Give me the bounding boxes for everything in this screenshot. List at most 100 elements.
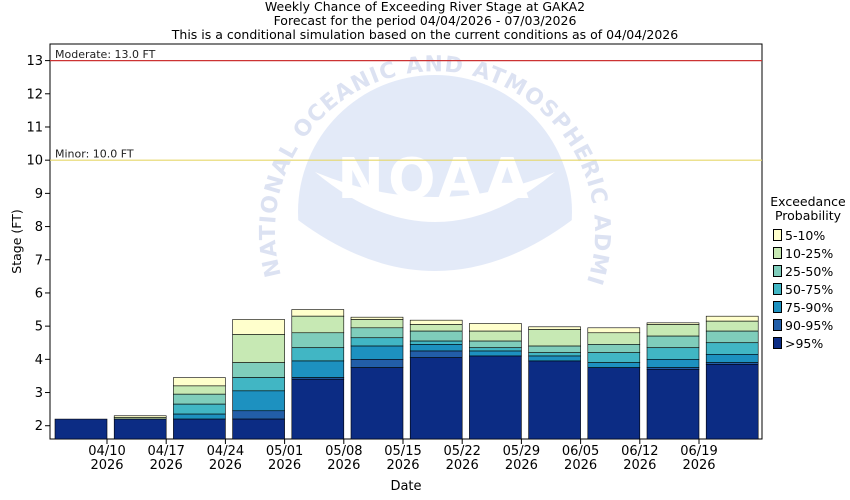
bar-stack	[646, 322, 700, 440]
y-tick-label: 13	[26, 54, 43, 69]
bar-stack	[291, 309, 345, 440]
x-tick-label-date: 04/10	[88, 444, 125, 459]
y-tick-label: 5	[35, 320, 43, 335]
x-tick-label-date: 06/05	[562, 444, 599, 459]
bar-segment	[528, 360, 581, 440]
bar-segment	[350, 337, 404, 347]
bar-segment	[705, 315, 759, 322]
chart-subtitle-conditions: This is a conditional simulation based o…	[171, 27, 679, 42]
legend-title-line2: Probability	[774, 208, 842, 223]
bar-segment	[646, 359, 700, 368]
bar-segment	[291, 309, 345, 317]
bar-stack	[173, 377, 226, 440]
bar-segment	[528, 355, 581, 362]
legend-item: 25-50%	[773, 262, 850, 280]
bar-segment	[232, 390, 285, 412]
x-tick-label-date: 05/08	[325, 444, 362, 459]
legend-label: 50-75%	[785, 281, 834, 297]
legend-label: 75-90%	[785, 299, 834, 315]
threshold-label: Minor: 10.0 FT	[55, 148, 134, 161]
y-tick-label: 7	[35, 253, 43, 268]
legend-swatch	[773, 229, 782, 241]
y-tick-label: 11	[26, 120, 43, 135]
legend-item: 5-10%	[773, 226, 850, 244]
x-tick-label-date: 06/19	[680, 444, 717, 459]
legend-label: >95%	[785, 335, 824, 351]
bar-segment	[350, 319, 404, 329]
y-tick-label: 3	[35, 386, 43, 401]
bar-segment	[587, 362, 641, 368]
bar-segment	[173, 403, 226, 415]
bar-segment	[469, 323, 522, 332]
bar-segment	[469, 330, 522, 342]
y-tick-label: 12	[26, 87, 43, 102]
x-tick-label-year: 2026	[209, 458, 242, 473]
bar-segment	[646, 368, 700, 440]
bar-segment	[528, 345, 581, 353]
legend-swatch	[773, 265, 782, 277]
bar-stack	[54, 418, 108, 440]
bar-segment	[705, 330, 759, 344]
bar-segment	[350, 327, 404, 339]
bar-segment	[54, 418, 108, 440]
x-tick-label-date: 05/01	[266, 444, 303, 459]
logo-gull	[315, 172, 555, 222]
y-tick-label: 6	[35, 286, 43, 301]
chart-title-block: Weekly Chance of Exceeding River Stage a…	[0, 0, 850, 42]
x-tick-label-date: 06/12	[621, 444, 658, 459]
legend-swatch	[773, 337, 782, 349]
legend-swatch	[773, 283, 782, 295]
bar-segment	[350, 359, 404, 368]
x-tick-label-year: 2026	[327, 458, 360, 473]
x-tick-label-year: 2026	[150, 458, 183, 473]
legend-label: 90-95%	[785, 317, 834, 333]
bar-segment	[232, 418, 285, 440]
x-tick-label-year: 2026	[623, 458, 656, 473]
x-axis-label: Date	[390, 479, 421, 494]
bar-segment	[232, 362, 285, 378]
bar-segment	[705, 364, 759, 440]
x-tick-label-year: 2026	[446, 458, 479, 473]
legend-item: 10-25%	[773, 244, 850, 262]
bar-stack	[587, 327, 641, 440]
bar-segment	[173, 385, 226, 395]
bar-segment	[232, 410, 285, 420]
bar-stack	[705, 315, 759, 440]
bar-segment	[587, 344, 641, 353]
bar-segment	[587, 352, 641, 363]
legend-item: 90-95%	[773, 316, 850, 334]
bar-segment	[587, 327, 641, 334]
bar-segment	[291, 360, 345, 378]
bar-segment	[173, 418, 226, 440]
bar-segment	[409, 350, 463, 358]
bar-segment	[232, 319, 285, 335]
bar-segment	[528, 326, 581, 330]
bar-segment	[409, 357, 463, 440]
y-axis-label: Stage (FT)	[9, 209, 24, 273]
bar-segment	[705, 354, 759, 363]
legend-swatch	[773, 301, 782, 313]
bar-segment	[113, 418, 167, 440]
bar-segment	[350, 345, 404, 360]
legend-label: 25-50%	[785, 263, 834, 279]
legend-swatch	[773, 247, 782, 259]
y-tick-label: 10	[26, 154, 43, 169]
bar-segment	[469, 350, 522, 357]
bar-stack	[113, 415, 167, 440]
bar-segment	[291, 315, 345, 334]
legend-label: 10-25%	[785, 245, 834, 261]
bar-segment	[291, 378, 345, 440]
bar-segment	[409, 330, 463, 342]
legend-item: >95%	[773, 334, 850, 352]
bar-segment	[528, 352, 581, 357]
chart-title: Weekly Chance of Exceeding River Stage a…	[264, 0, 586, 14]
y-tick-label: 2	[35, 419, 43, 434]
bar-stack	[469, 323, 522, 440]
x-tick-label-year: 2026	[682, 458, 715, 473]
legend-item: 75-90%	[773, 298, 850, 316]
bar-segment	[587, 367, 641, 440]
bar-segment	[173, 393, 226, 405]
x-tick-label-year: 2026	[564, 458, 597, 473]
bar-segment	[469, 347, 522, 352]
